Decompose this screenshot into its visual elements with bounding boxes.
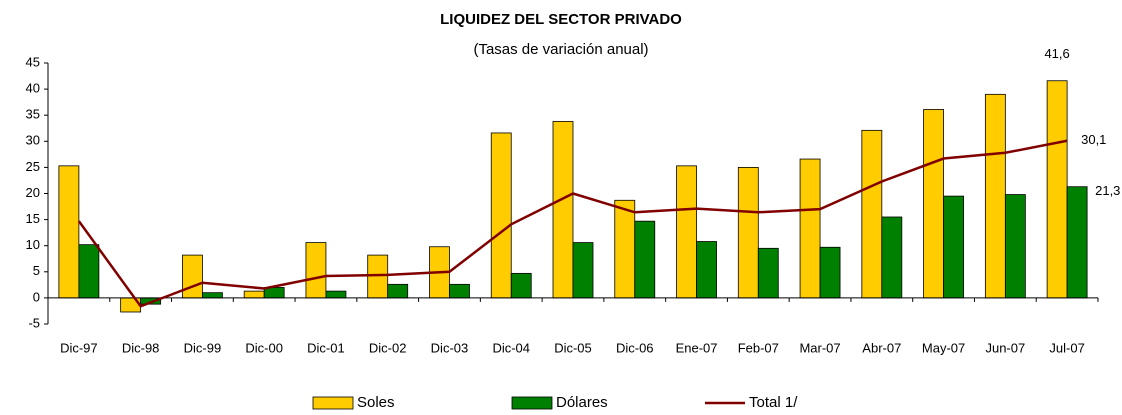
y-tick-label: 45 [26, 54, 40, 69]
bar [78, 244, 100, 299]
y-tick-label: 15 [26, 211, 40, 226]
bar [367, 254, 389, 299]
bar [757, 247, 779, 299]
y-tick-label: -5 [28, 315, 40, 330]
x-tick-label: Feb-07 [738, 340, 779, 355]
bar [861, 129, 883, 299]
x-tick-label: Dic-05 [554, 340, 592, 355]
bar [572, 242, 594, 299]
bar [58, 165, 80, 299]
x-tick-label: Dic-01 [307, 340, 345, 355]
x-tick-label: Jun-07 [985, 340, 1025, 355]
bar [552, 121, 574, 299]
x-tick-label: Dic-98 [122, 340, 160, 355]
bar [923, 109, 944, 299]
data-label: 21,3 [1095, 183, 1120, 198]
legend-swatch [511, 396, 553, 410]
x-tick-label: Dic-00 [245, 340, 283, 355]
x-tick-label: Dic-06 [616, 340, 654, 355]
data-label: 41,6 [1044, 46, 1069, 61]
x-tick-label: May-07 [922, 340, 965, 355]
bar [1004, 194, 1026, 299]
legend-label: Dólares [556, 394, 608, 411]
bar [325, 290, 347, 299]
line [77, 139, 1068, 308]
chart-subtitle: (Tasas de variación anual) [473, 41, 648, 58]
bar [243, 290, 265, 299]
y-tick-label: 30 [26, 133, 40, 148]
bar [696, 241, 717, 299]
y-tick-label: 20 [26, 185, 40, 200]
x-tick-label: Dic-97 [60, 340, 98, 355]
x-tick-label: Dic-03 [431, 340, 469, 355]
y-tick-label: 10 [26, 237, 40, 252]
bar [387, 283, 409, 299]
bar [490, 132, 512, 299]
bar [819, 246, 841, 299]
x-tick-label: Ene-07 [676, 340, 718, 355]
legend-label: Total 1/ [749, 394, 798, 411]
x-tick-label: Jul-07 [1049, 340, 1084, 355]
bar [799, 158, 821, 299]
y-tick-label: 25 [26, 159, 40, 174]
bar [510, 272, 532, 299]
y-tick-label: 35 [26, 107, 40, 122]
bar [182, 254, 203, 299]
y-tick-label: 5 [33, 263, 40, 278]
bar [984, 93, 1006, 299]
bar [634, 220, 656, 299]
y-tick-label: 0 [33, 289, 40, 304]
bar [737, 166, 759, 299]
bar [1046, 80, 1068, 299]
data-label: 30,1 [1081, 132, 1106, 147]
bar [614, 199, 636, 299]
bar [881, 216, 903, 299]
x-tick-label: Abr-07 [862, 340, 901, 355]
bar [1066, 186, 1088, 299]
bar [202, 292, 223, 299]
x-tick-label: Dic-99 [184, 340, 222, 355]
legend-label: Soles [357, 394, 395, 411]
x-tick-label: Dic-04 [492, 340, 530, 355]
x-tick-label: Mar-07 [799, 340, 840, 355]
x-tick-label: Dic-02 [369, 340, 407, 355]
chart-title: LIQUIDEZ DEL SECTOR PRIVADO [440, 11, 682, 28]
bar [676, 165, 697, 299]
bar [449, 283, 470, 299]
legend-swatch [312, 396, 354, 410]
y-tick-label: 40 [26, 81, 40, 96]
bar [305, 242, 327, 299]
bar [943, 195, 964, 299]
